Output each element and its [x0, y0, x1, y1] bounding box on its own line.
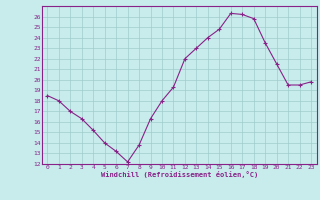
X-axis label: Windchill (Refroidissement éolien,°C): Windchill (Refroidissement éolien,°C) — [100, 171, 258, 178]
